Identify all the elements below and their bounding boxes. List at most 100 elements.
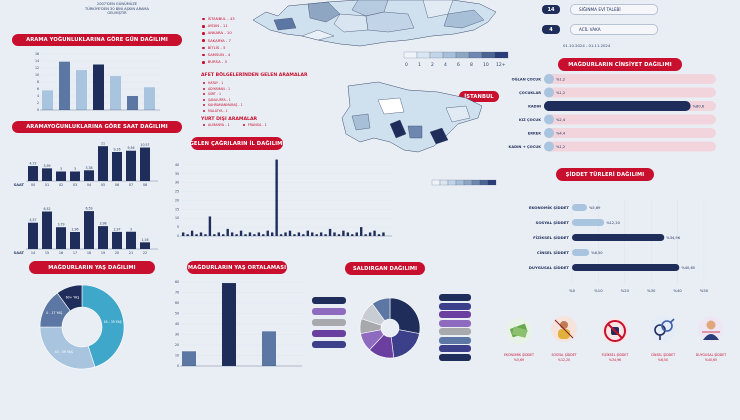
x-tick-label: %10 <box>594 288 603 293</box>
bar <box>112 151 122 181</box>
y-tick-label: 70 <box>175 291 179 295</box>
data-label: %40,65 <box>681 266 695 270</box>
x-tick-label: 21 <box>129 251 133 255</box>
bar <box>351 234 354 236</box>
bar <box>110 76 121 110</box>
x-tick-label: %20 <box>621 288 630 293</box>
legend-tick: 4 <box>444 62 447 68</box>
legend-tick: 1 <box>418 62 421 68</box>
legend-swatch <box>403 51 418 59</box>
bar <box>98 226 108 249</box>
bar <box>222 283 236 366</box>
icon-pct: %40,65 <box>704 358 718 362</box>
slice <box>390 329 420 359</box>
bar <box>284 232 287 236</box>
bar <box>84 170 94 181</box>
x-tick-label: 01 <box>45 183 49 187</box>
bar <box>324 234 327 236</box>
bar <box>186 234 189 236</box>
bar <box>253 234 256 236</box>
icon-pct: %34,96 <box>608 358 622 362</box>
turkey-choropleth-map <box>252 0 497 47</box>
gender-symbols-icon <box>654 318 675 340</box>
x-tick-label: 17 <box>73 251 77 255</box>
data-label: 10,57 <box>140 143 149 147</box>
category-label: KIZ ÇOCUK <box>519 118 541 122</box>
y-tick-label: 20 <box>175 343 179 347</box>
x-tick-label: %30 <box>647 288 656 293</box>
stat-label: SIĞINMA EVİ TALEBİ <box>570 4 658 15</box>
slice <box>56 284 83 312</box>
list-item: AYDIN - 11 <box>202 22 235 29</box>
x-tick-label: %50 <box>700 288 709 293</box>
calls-by-day-chart: 0 2 4 6 8 10 12 14 16 <box>35 52 160 112</box>
slice <box>39 326 96 370</box>
perpetrator-chip <box>439 311 471 318</box>
bar <box>355 232 358 236</box>
top-provinces-list: İSTANBUL - 43 AYDIN - 11 ANKARA - 10 SAK… <box>202 15 235 65</box>
legend-swatch <box>447 179 457 186</box>
social-violence-icon <box>551 316 577 342</box>
y-tick-label: 40 <box>175 163 179 167</box>
province-item: BİTLİS - 5 <box>207 44 226 50</box>
x-tick-label: 07 <box>129 183 133 187</box>
bar <box>84 211 94 249</box>
istanbul-map-legend <box>431 179 497 186</box>
bar <box>208 216 212 236</box>
legend-swatch <box>479 179 489 186</box>
bar <box>239 230 243 236</box>
y-tick-label: 30 <box>175 181 179 185</box>
icon-label: SOSYAL ŞİDDET <box>551 353 577 357</box>
data-label: 1,16 <box>141 238 148 242</box>
x-tick-label: 20 <box>115 251 119 255</box>
y-tick-label: 30 <box>175 333 179 337</box>
bar <box>76 70 87 110</box>
bar <box>182 232 185 236</box>
list-item: MALATYA - 1 <box>203 109 243 115</box>
stat-urgent: 4 ACİL VAKA <box>542 24 658 35</box>
x-axis-label: SAAT <box>14 183 25 187</box>
legend-tick: 10 <box>483 62 489 68</box>
x-tick-label: 16 <box>59 251 63 255</box>
data-label: 3 <box>74 167 76 171</box>
bar <box>257 232 261 236</box>
bar <box>572 219 605 226</box>
data-label: %12,20 <box>606 221 620 225</box>
list-item: ADIYAMAN - 1 <box>203 87 243 93</box>
note-line-3: GELMİŞTİR <box>107 11 127 16</box>
bar <box>333 232 336 236</box>
data-label: 6,59 <box>85 207 92 211</box>
istanbul-choropleth-map <box>341 81 483 153</box>
bar-cap <box>544 101 554 111</box>
data-label: 4,57 <box>29 218 36 222</box>
x-axis-label: SAAT <box>14 251 25 255</box>
bar <box>328 228 332 236</box>
data-label: %5,69 <box>589 206 601 210</box>
note-line-2: TÜRKİYE'DEN 30 BİNİ AŞKIN ARAMA <box>84 6 149 11</box>
bar <box>217 232 220 236</box>
data-label: 3,98 <box>99 222 106 226</box>
slice-label: 40 - 59 YAŞ <box>55 350 73 354</box>
perpetrator-chip <box>439 302 471 310</box>
bar <box>572 264 680 271</box>
category-label: FİZİKSEL ŞİDDET <box>533 235 569 240</box>
list-item: ANKARA - 10 <box>202 29 235 36</box>
pill-calls-by-hour: ARAMAYOĞUNLUKLARINA GÖRE SAAT DAĞILIMI <box>12 121 182 133</box>
data-label: %2,4 <box>556 118 566 122</box>
legend-swatch <box>471 179 481 186</box>
category-label: ÇOCUKLAR <box>519 91 541 95</box>
bar <box>59 61 70 110</box>
pill-calls-by-province: GELEN ÇAĞRILARIN İL DAĞILIMI <box>190 137 284 150</box>
province-item: BURSA - 3 <box>207 59 227 65</box>
violence-icon-label: SOSYAL ŞİDDET %12,20 <box>544 353 584 363</box>
pill-istanbul: İSTANBUL <box>459 91 499 102</box>
disaster-item: ŞANLIURFA - 1 <box>208 97 231 102</box>
perpetrator-chip <box>439 345 471 352</box>
date-range: 01.10.2024 - 01.11.2024 <box>563 43 611 48</box>
bar <box>70 171 80 181</box>
y-tick-label: 10 <box>175 354 179 358</box>
list-item: ŞANLIURFA - 1 <box>203 98 243 104</box>
list-item: SAMSUN - 4 <box>202 51 235 58</box>
legend-tick: 0 <box>405 62 408 68</box>
perpetrator-chip <box>312 341 346 348</box>
